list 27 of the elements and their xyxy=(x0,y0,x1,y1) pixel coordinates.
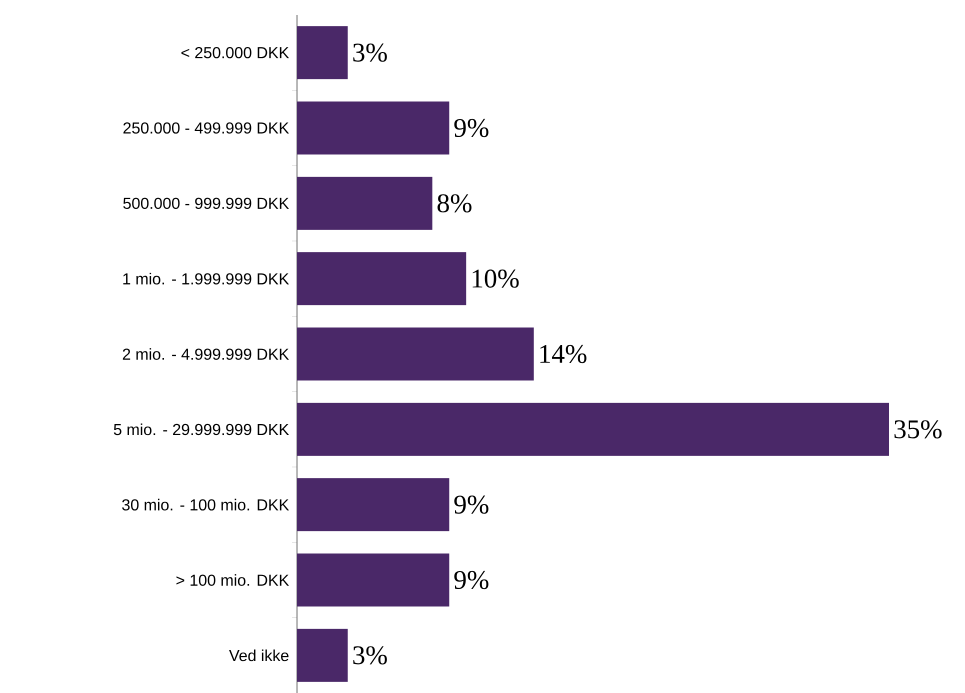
data-label: 14% xyxy=(540,344,586,364)
bar xyxy=(297,252,466,306)
data-label: 9% xyxy=(454,496,488,514)
y-tick-label: Ved ikke xyxy=(229,649,289,662)
bar xyxy=(297,176,432,230)
data-label: 3% xyxy=(353,646,387,664)
y-tick-label: 30 mio. - 100 mio. DKK xyxy=(122,498,290,511)
data-label: 8% xyxy=(438,194,472,212)
y-tick-label: > 100 mio. DKK xyxy=(176,574,290,586)
y-tick-label: 250.000 - 499.999 DKK xyxy=(123,122,290,134)
bar xyxy=(297,628,348,682)
y-tick-label: 5 mio. - 29.999.999 DKK xyxy=(114,423,290,436)
data-label: 3% xyxy=(353,44,387,62)
bar xyxy=(297,101,450,154)
y-tick-label: 1 mio. - 1.999.999 DKK xyxy=(123,272,290,285)
bar xyxy=(297,26,348,80)
data-label: 10% xyxy=(472,270,519,288)
y-tick-label: < 250.000 DKK xyxy=(181,47,290,58)
y-tick-label: 500.000 - 999.999 DKK xyxy=(123,198,290,209)
bar xyxy=(297,478,450,532)
bar xyxy=(297,327,534,380)
y-tick-label: 2 mio. - 4.999.999 DKK xyxy=(122,348,290,360)
data-label: 9% xyxy=(454,570,488,590)
data-label: 9% xyxy=(454,118,488,138)
data-label: 35% xyxy=(894,420,942,438)
bar xyxy=(297,402,890,456)
bar xyxy=(297,553,450,606)
